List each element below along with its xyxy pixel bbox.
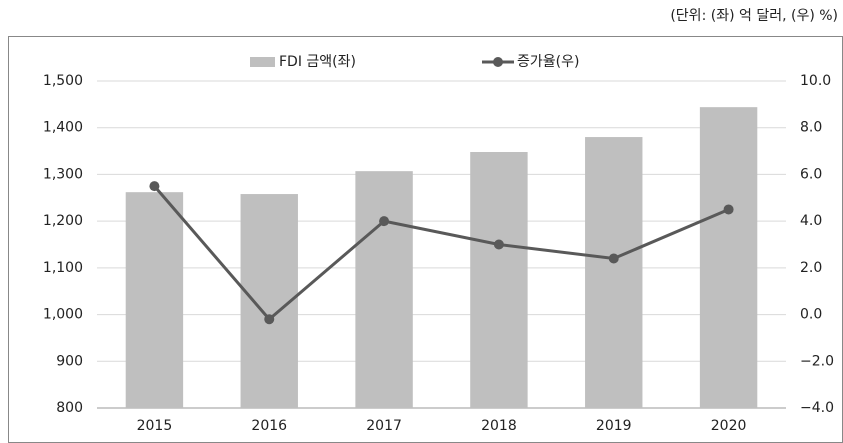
legend-label: 증가율(우) (517, 54, 579, 70)
y-tick-label: 1,200 (43, 213, 83, 229)
x-tick-label: 2020 (711, 418, 747, 434)
y-tick-label: 900 (56, 353, 83, 369)
bar (125, 192, 184, 408)
line-marker (608, 253, 619, 264)
x-tick-label: 2015 (137, 418, 173, 434)
line (153, 185, 730, 322)
bar (699, 107, 758, 408)
y2-tick-label: −4.0 (800, 400, 834, 416)
y-tick-label: 1,100 (43, 260, 83, 276)
line-marker (379, 216, 390, 227)
line-marker (264, 314, 275, 325)
y2-tick-label: 2.0 (800, 260, 822, 276)
y-tick-label: 1,500 (43, 73, 83, 89)
legend-label: FDI 금액(좌) (279, 54, 356, 70)
y-tick-label: 1,000 (43, 307, 83, 323)
y2-tick-label: 8.0 (800, 120, 822, 136)
legend-swatch (250, 57, 275, 67)
bar (355, 171, 413, 408)
y2-tick-label: 4.0 (800, 213, 822, 229)
x-tick-label: 2018 (481, 418, 517, 434)
legend-swatch (493, 57, 503, 67)
x-tick-label: 2017 (366, 418, 402, 434)
y2-tick-label: 6.0 (800, 166, 822, 182)
y-tick-label: 800 (56, 400, 83, 416)
x-tick-label: 2019 (596, 418, 632, 434)
unit-note: (단위: (좌) 억 달러, (우) %) (670, 8, 838, 24)
line-marker (493, 239, 504, 250)
bar (470, 152, 528, 408)
y2-tick-label: −2.0 (800, 353, 834, 369)
line-marker (149, 181, 160, 192)
line-marker (723, 204, 734, 215)
x-tick-label: 2016 (251, 418, 287, 434)
y2-tick-label: 10.0 (800, 73, 831, 89)
y-tick-label: 1,300 (43, 166, 83, 182)
y2-tick-label: 0.0 (800, 307, 822, 323)
y-tick-label: 1,400 (43, 120, 83, 136)
bar (585, 137, 643, 409)
